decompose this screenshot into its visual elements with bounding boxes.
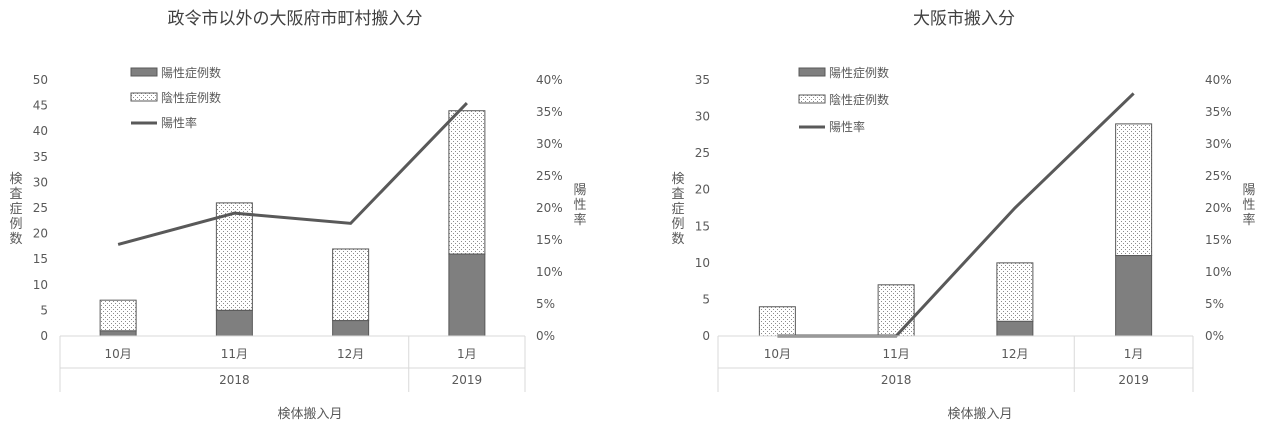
chart-left: 政令市以外の大阪府市町村搬入分 0 5 10 15 20 25 30 35 40 45 50 0% 5% 1… — [9, 9, 586, 422]
y-tick-label: 20 — [695, 183, 710, 197]
y-axis-title-char: 数 — [671, 232, 684, 247]
y2-tick-label: 25% — [536, 169, 563, 183]
x-tick-label: 10月 — [764, 347, 791, 361]
y-axis-title-char: 検 — [671, 172, 684, 187]
y-tick-label: 5 — [40, 303, 48, 317]
y-tick-label: 15 — [33, 252, 48, 266]
y2-tick-label: 30% — [536, 137, 563, 151]
legend-label-negative: 陰性症例数 — [829, 92, 889, 107]
legend-label-negative: 陰性症例数 — [161, 90, 221, 105]
bar-negative — [1116, 124, 1152, 256]
y-axis-title-char: 例 — [671, 217, 684, 232]
y-tick-label: 10 — [695, 256, 710, 270]
x-group-label: 2018 — [219, 373, 250, 387]
x-axis-title: 検体搬入月 — [947, 407, 1012, 422]
y2-axis-title-char: 性 — [573, 198, 586, 213]
y-axis-title-char: 症 — [671, 202, 684, 217]
y2-tick-label: 40% — [536, 73, 563, 87]
y-tick-label: 25 — [695, 146, 710, 160]
y2-tick-label: 10% — [536, 265, 563, 279]
chart-title: 政令市以外の大阪府市町村搬入分 — [168, 9, 423, 29]
y-tick-label: 20 — [33, 227, 48, 241]
bar-negative — [449, 111, 485, 254]
bar-positive — [100, 331, 136, 336]
y-tick-label: 40 — [33, 124, 48, 138]
y2-tick-label: 40% — [1205, 73, 1232, 87]
y2-tick-label: 20% — [536, 201, 563, 215]
y-axis-title-char: 数 — [9, 232, 22, 247]
legend-swatch-positive — [131, 68, 157, 76]
y-axis-title-char: 例 — [9, 217, 22, 232]
legend-swatch-positive — [799, 68, 825, 76]
chart-right: 大阪市搬入分 0 5 10 15 20 25 30 35 0% 5% 10% 15% 20% 25% 30% 3… — [671, 9, 1255, 422]
bar-negative — [997, 263, 1033, 322]
y2-axis-title-char: 性 — [1242, 198, 1255, 213]
x-tick-label: 10月 — [104, 347, 131, 361]
y2-tick-label: 5% — [536, 297, 555, 311]
x-axis-title: 検体搬入月 — [277, 407, 342, 422]
bar-negative — [100, 300, 136, 331]
y2-axis-title-char: 率 — [573, 212, 586, 228]
y2-tick-label: 0% — [536, 329, 555, 343]
y2-tick-label: 35% — [536, 105, 563, 119]
y2-tick-label: 5% — [1205, 297, 1224, 311]
y2-tick-label: 15% — [536, 233, 563, 247]
bar-positive — [216, 310, 252, 336]
y-axis-title-char: 症 — [9, 202, 22, 217]
y2-tick-label: 30% — [1205, 137, 1232, 151]
x-tick-label: 11月 — [221, 347, 248, 361]
x-tick-label: 1月 — [457, 347, 477, 361]
bar-negative — [759, 307, 795, 336]
legend-label-positive: 陽性症例数 — [161, 65, 221, 80]
y-axis-title-char: 査 — [671, 187, 684, 202]
legend-swatch-negative — [131, 93, 157, 101]
x-tick-label: 11月 — [882, 347, 909, 361]
x-group-label: 2019 — [1118, 373, 1149, 387]
y-tick-label: 0 — [702, 329, 710, 343]
x-group-label: 2018 — [881, 373, 912, 387]
x-tick-label: 12月 — [1001, 347, 1028, 361]
y-tick-label: 35 — [695, 73, 710, 87]
y-tick-label: 10 — [33, 278, 48, 292]
y-tick-label: 0 — [40, 329, 48, 343]
bar-positive — [1116, 256, 1152, 336]
y-tick-label: 50 — [33, 73, 48, 87]
x-tick-label: 1月 — [1124, 347, 1144, 361]
legend-swatch-negative — [799, 95, 825, 103]
y2-tick-label: 0% — [1205, 329, 1224, 343]
y2-tick-label: 35% — [1205, 105, 1232, 119]
y-tick-label: 5 — [702, 292, 710, 306]
y-tick-label: 45 — [33, 99, 48, 113]
y2-tick-label: 25% — [1205, 169, 1232, 183]
legend-label-rate: 陽性率 — [829, 119, 865, 134]
y2-tick-label: 20% — [1205, 201, 1232, 215]
y-tick-label: 30 — [695, 110, 710, 124]
y-tick-label: 35 — [33, 150, 48, 164]
bar-positive — [333, 321, 369, 336]
legend-label-rate: 陽性率 — [161, 115, 197, 130]
bar-negative — [216, 203, 252, 311]
legend-label-positive: 陽性症例数 — [829, 65, 889, 80]
bar-negative — [333, 249, 369, 321]
chart-title: 大阪市搬入分 — [913, 9, 1015, 29]
x-tick-label: 12月 — [337, 347, 364, 361]
y2-axis-title-char: 率 — [1242, 212, 1255, 228]
y2-tick-label: 10% — [1205, 265, 1232, 279]
y-tick-label: 30 — [33, 175, 48, 189]
bar-negative — [878, 285, 914, 336]
y-tick-label: 15 — [695, 219, 710, 233]
y2-tick-label: 15% — [1205, 233, 1232, 247]
y-tick-label: 25 — [33, 201, 48, 215]
y-axis-title-char: 検 — [9, 172, 22, 187]
y-axis-title-char: 査 — [9, 187, 22, 202]
y2-axis-title-char: 陽 — [573, 183, 586, 198]
x-group-label: 2019 — [452, 373, 483, 387]
bar-positive — [449, 254, 485, 336]
bar-positive — [997, 321, 1033, 336]
y2-axis-title-char: 陽 — [1242, 183, 1255, 198]
